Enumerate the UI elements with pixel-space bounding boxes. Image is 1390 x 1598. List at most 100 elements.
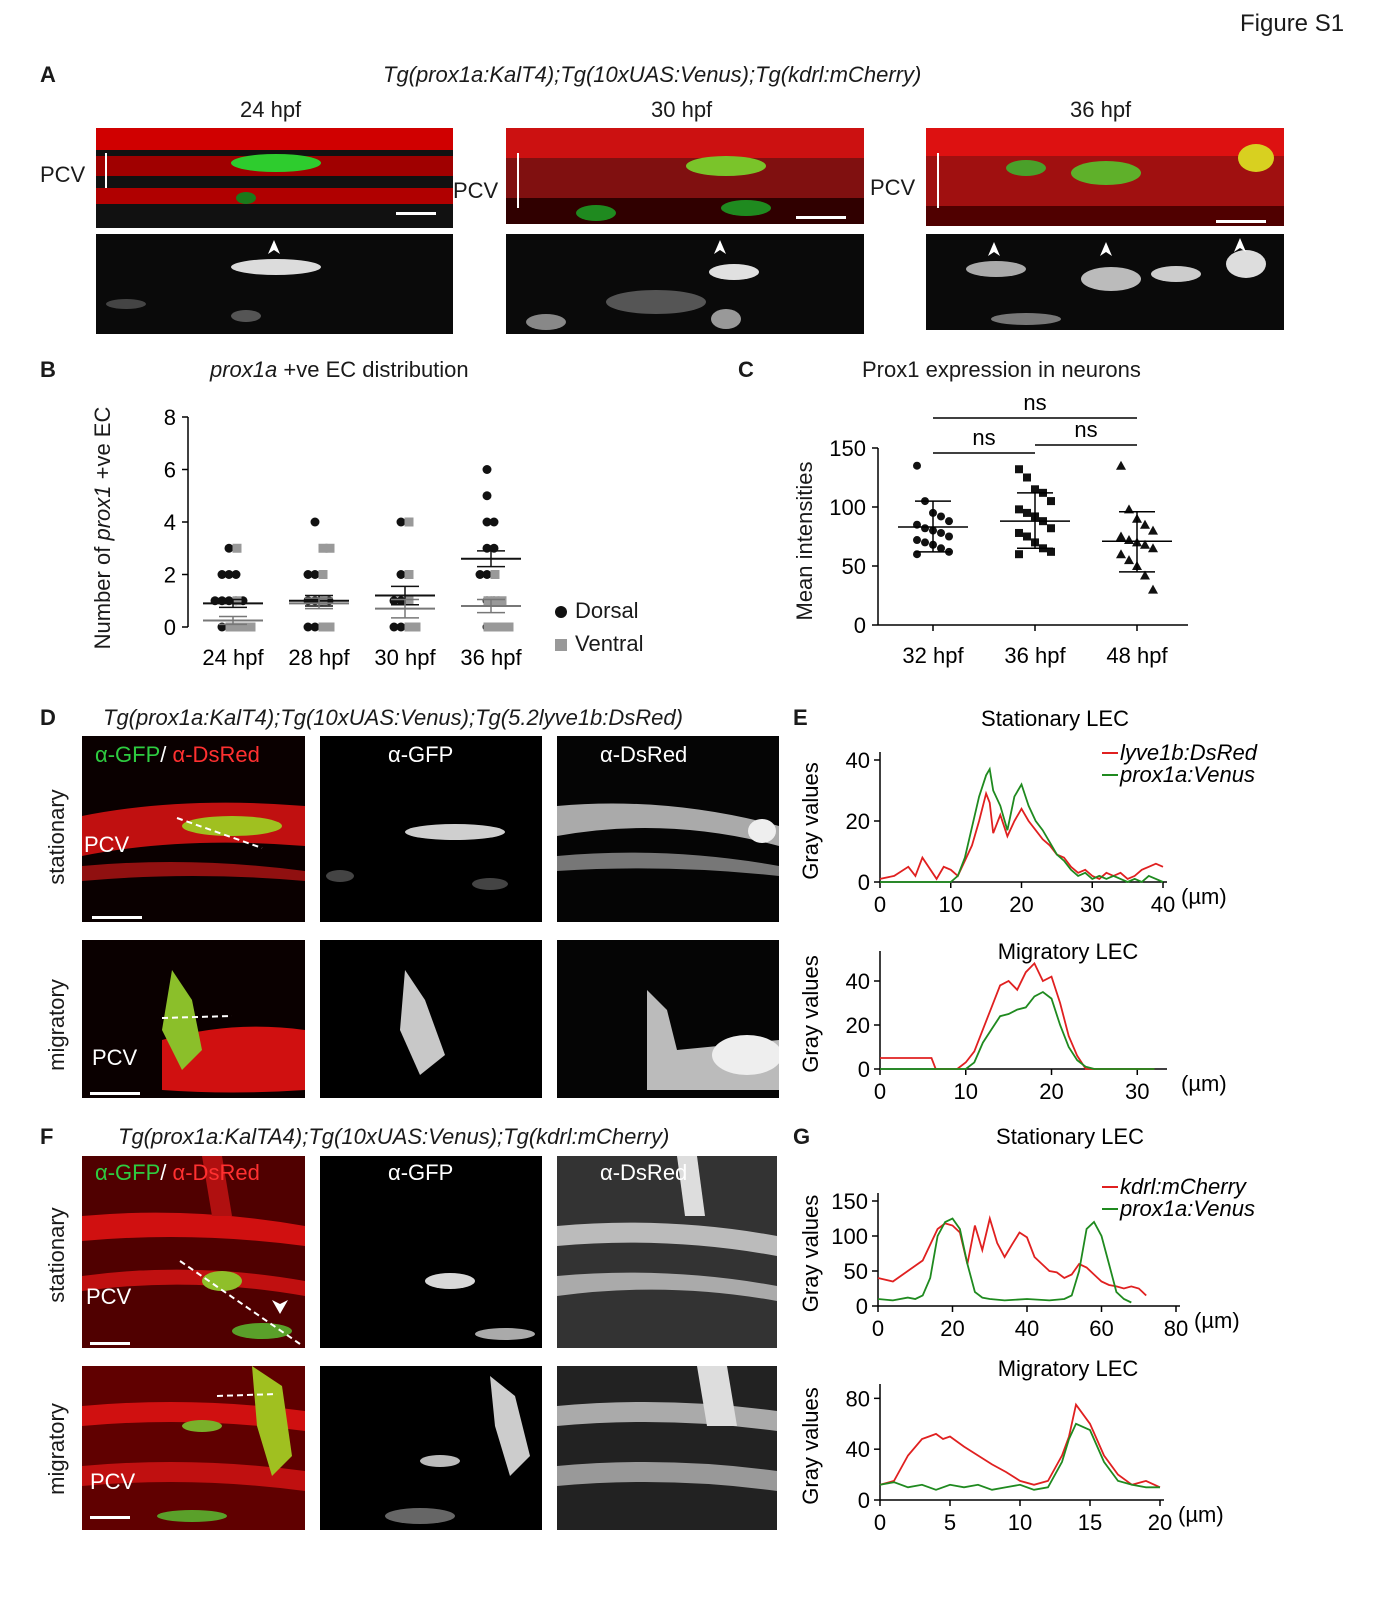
- x-tick-label: 10: [939, 892, 963, 917]
- data-point: [1116, 549, 1126, 559]
- data-point: [1140, 570, 1150, 580]
- x-tick-label: 40: [1151, 892, 1175, 917]
- panel-d-row1-label: stationary: [44, 789, 69, 885]
- data-point-dorsal: [396, 622, 406, 632]
- data-point-dorsal: [310, 570, 320, 579]
- data-point: [1047, 524, 1055, 533]
- data-point-dorsal: [396, 596, 406, 606]
- data-point: [1124, 555, 1134, 565]
- micrograph-a-30hpf-gray: [506, 234, 864, 334]
- y-tick-label: 50: [844, 1259, 868, 1284]
- micrograph-f-stationary-gfp: [320, 1156, 542, 1348]
- panel-d-col2-label: α-GFP: [388, 742, 454, 767]
- x-tick-label: 20: [940, 1316, 964, 1341]
- panel-label-d: D: [40, 705, 56, 730]
- x-tick-label: 0: [874, 892, 886, 917]
- legend-ventral-label: Ventral: [575, 631, 644, 656]
- pcv-label-a3: PCV: [870, 175, 916, 200]
- y-tick-label: 80: [846, 1386, 870, 1411]
- data-point-ventral: [232, 543, 242, 553]
- data-point-ventral: [239, 622, 249, 632]
- data-point-dorsal: [217, 570, 227, 579]
- data-point-ventral: [483, 622, 493, 632]
- legend-label: kdrl:mCherry: [1120, 1174, 1248, 1199]
- data-point-dorsal: [396, 517, 406, 527]
- legend-label: prox1a:Venus: [1119, 1196, 1255, 1221]
- legend-dorsal: Dorsal: [555, 598, 639, 624]
- micrograph-a-30hpf-merge: [506, 128, 864, 224]
- y-tick-label: 8: [164, 405, 176, 430]
- data-point-ventral: [404, 596, 414, 606]
- data-point-ventral: [411, 622, 421, 632]
- data-point: [945, 532, 953, 541]
- y-tick-label: 20: [846, 1013, 870, 1038]
- data-point-dorsal: [224, 543, 234, 553]
- x-tick-label: 15: [1078, 1510, 1102, 1535]
- series-line: [880, 766, 1164, 884]
- data-point-ventral: [497, 596, 507, 606]
- panel-a-time-30: 30 hpf: [651, 97, 713, 122]
- series-line: [880, 990, 1155, 1070]
- panel-label-c: C: [738, 357, 754, 382]
- panel-b-ylabel-italic: prox1: [90, 485, 115, 541]
- significance-label: ns: [1023, 390, 1046, 415]
- data-point-ventral: [318, 570, 328, 579]
- data-point: [1148, 525, 1158, 535]
- data-point: [1015, 528, 1023, 537]
- data-point: [913, 461, 921, 470]
- panel-label-a: A: [40, 62, 56, 87]
- data-point: [1116, 460, 1126, 470]
- panel-d-col1-dsred: α-DsRed: [172, 742, 260, 767]
- data-point: [1116, 531, 1126, 541]
- chart-title: Migratory LEC: [998, 1356, 1139, 1381]
- data-point-ventral: [490, 622, 500, 632]
- panel-f-col3-label: α-DsRed: [600, 1160, 688, 1185]
- panel-f-col1-dsred: α-DsRed: [172, 1160, 260, 1185]
- x-tick-label: 20: [1148, 1510, 1172, 1535]
- chart-e2: Migratory LEC 0 20 40 0 10 20 30 (µm) Gray values: [798, 939, 1227, 1104]
- panel-label-f: F: [40, 1124, 54, 1149]
- panel-label-b: B: [40, 357, 56, 382]
- data-point-dorsal: [303, 570, 313, 579]
- y-tick-label: 0: [858, 1057, 870, 1082]
- data-point: [1148, 584, 1158, 594]
- y-axis-label: Gray values: [798, 1195, 823, 1312]
- y-axis-label: Gray values: [798, 1387, 823, 1504]
- x-axis-unit: (µm): [1178, 1502, 1224, 1527]
- y-tick-label: 4: [164, 510, 176, 535]
- panel-b-title: prox1a +ve EC distribution: [210, 357, 469, 383]
- panel-c-title: Prox1 expression in neurons: [862, 357, 1141, 382]
- y-tick-label: 40: [846, 1437, 870, 1462]
- y-tick-label: 100: [829, 495, 866, 520]
- x-tick-label: 0: [872, 1316, 884, 1341]
- significance-label: ns: [972, 425, 995, 450]
- pcv-label-a2: PCV: [453, 178, 499, 203]
- panel-f-col1-sep: /: [160, 1160, 173, 1185]
- micrograph-d-migratory-merge: [82, 940, 305, 1098]
- data-point: [1023, 532, 1031, 541]
- panel-f-col1-gfp: α-GFP: [95, 1160, 161, 1185]
- data-point: [1015, 465, 1023, 474]
- chart-g1: Stationary LEC 0 50 100 150 0 20 40 60 80 (µm) Gray…: [798, 1124, 1255, 1341]
- y-tick-label: 0: [858, 1488, 870, 1513]
- data-point: [1140, 519, 1150, 529]
- panel-c-ylabel: Mean intensities: [792, 461, 817, 621]
- legend-dorsal-label: Dorsal: [575, 598, 639, 623]
- data-point-ventral: [404, 570, 414, 579]
- x-tick-label: 20: [1009, 892, 1033, 917]
- pcv-label-d2: PCV: [92, 1045, 138, 1070]
- y-tick-label: 40: [846, 969, 870, 994]
- data-point-dorsal: [396, 570, 406, 579]
- micrograph-a-36hpf-merge: [926, 128, 1284, 226]
- chart-g2: Migratory LEC 0 40 80 0 5 10 15 20 (µm) Gray value…: [798, 1356, 1224, 1535]
- data-point: [1047, 497, 1055, 506]
- micrograph-f-migratory-dsred: [557, 1366, 777, 1530]
- panel-label-e: E: [793, 705, 808, 730]
- panel-d-col3-label: α-DsRed: [600, 742, 688, 767]
- x-tick-label: 24 hpf: [202, 645, 264, 670]
- y-tick-label: 0: [164, 615, 176, 640]
- data-point-dorsal: [224, 570, 234, 579]
- data-point-ventral: [232, 622, 242, 632]
- data-point-dorsal: [489, 517, 499, 527]
